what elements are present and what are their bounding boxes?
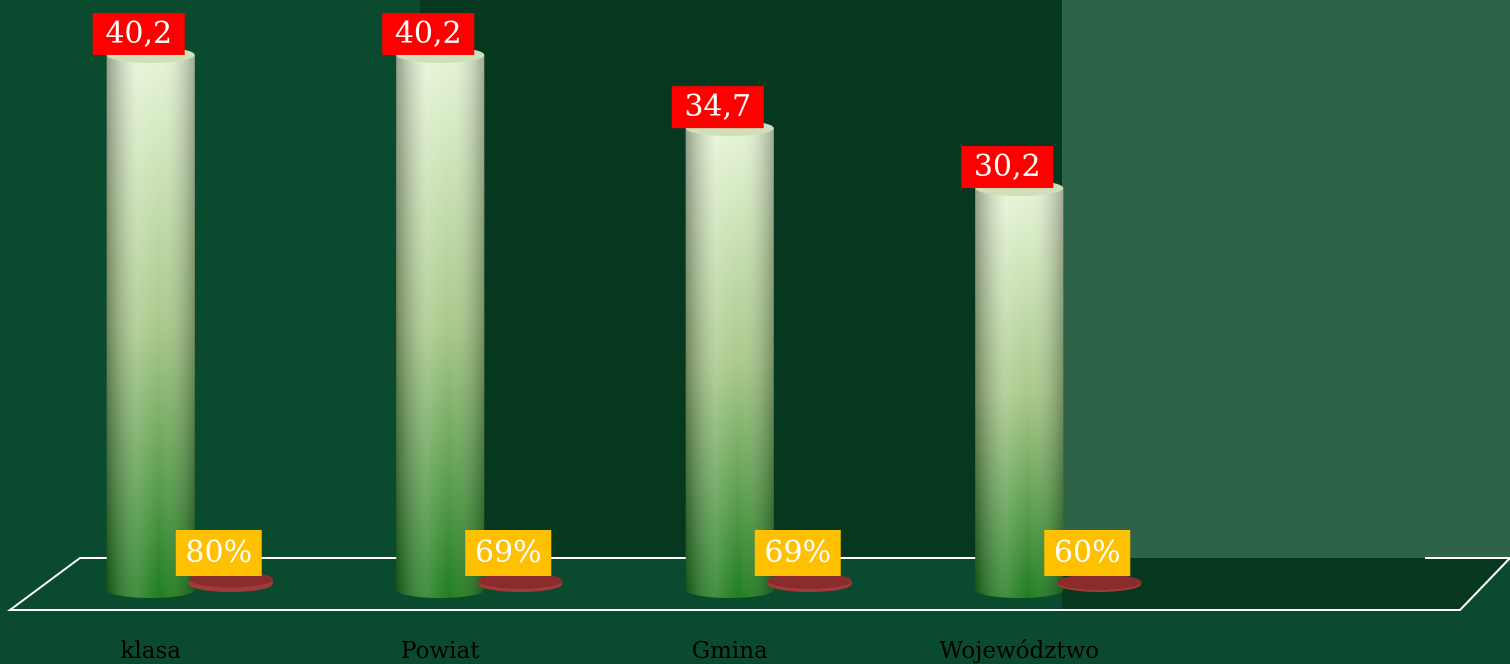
- value-label: 40,2: [395, 16, 462, 51]
- value-label-box: [961, 146, 1054, 189]
- value-label-box: [382, 12, 475, 55]
- x-tick-label: Województwo: [939, 638, 1099, 664]
- percent-label-box: [1044, 530, 1131, 576]
- disc-top: [478, 572, 563, 589]
- value-label: 30,2: [974, 149, 1041, 184]
- cylinder: [396, 46, 485, 598]
- x-tick-label: Powiat: [401, 638, 480, 664]
- cylinder-shade: [396, 54, 485, 598]
- cylinder: [685, 120, 774, 598]
- value-label: 34,7: [684, 89, 751, 124]
- percent-label-box: [754, 530, 841, 576]
- disc: [767, 572, 852, 592]
- disc: [1057, 574, 1142, 592]
- percent-label: 69%: [764, 535, 831, 570]
- disc-top: [1057, 574, 1142, 591]
- cylinder-shade: [685, 128, 774, 598]
- cylinder: [106, 46, 195, 598]
- x-tick-label: klasa: [120, 638, 181, 664]
- percent-label: 60%: [1054, 535, 1121, 570]
- cylinder: [975, 180, 1064, 599]
- cylinder-shade: [106, 54, 195, 598]
- percent-label-box: [465, 530, 552, 576]
- floor-shade: [1062, 558, 1510, 610]
- percent-label: 80%: [185, 535, 252, 570]
- value-label-box: [92, 12, 185, 55]
- cylinder-shade: [975, 188, 1064, 599]
- side-panel: [1062, 0, 1510, 558]
- percent-label: 69%: [475, 535, 542, 570]
- disc-top: [767, 572, 852, 589]
- value-label-box: [671, 86, 764, 129]
- disc: [478, 572, 563, 592]
- percent-label-box: [175, 530, 262, 576]
- x-tick-label: Gmina: [692, 638, 768, 664]
- value-label: 40,2: [105, 16, 172, 51]
